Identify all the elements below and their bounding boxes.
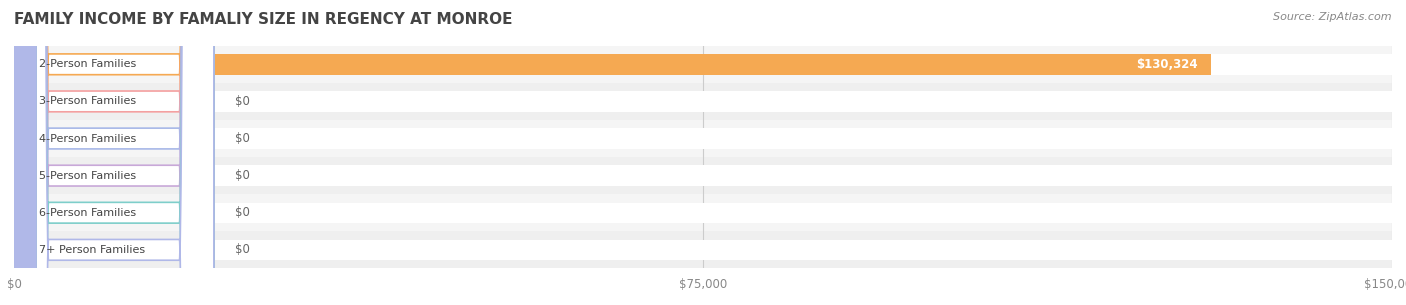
- FancyBboxPatch shape: [14, 0, 214, 305]
- Text: 4-Person Families: 4-Person Families: [39, 134, 136, 144]
- Bar: [14, 91, 1392, 112]
- Circle shape: [14, 0, 37, 305]
- Circle shape: [14, 0, 37, 305]
- Text: 7+ Person Families: 7+ Person Families: [39, 245, 145, 255]
- FancyBboxPatch shape: [14, 0, 214, 305]
- Circle shape: [14, 0, 37, 305]
- Bar: [14, 157, 1392, 194]
- FancyBboxPatch shape: [14, 0, 214, 305]
- Text: $0: $0: [235, 243, 249, 256]
- Bar: [14, 165, 1392, 186]
- Bar: [14, 54, 1392, 74]
- Bar: [14, 240, 1392, 260]
- Text: $0: $0: [235, 132, 249, 145]
- Circle shape: [14, 0, 37, 305]
- Text: Source: ZipAtlas.com: Source: ZipAtlas.com: [1274, 12, 1392, 22]
- Text: 6-Person Families: 6-Person Families: [39, 208, 136, 218]
- Bar: [14, 203, 1392, 223]
- Circle shape: [14, 0, 37, 305]
- Bar: [14, 54, 1211, 74]
- Text: $0: $0: [235, 206, 249, 219]
- Circle shape: [14, 0, 37, 305]
- FancyBboxPatch shape: [14, 0, 214, 305]
- FancyBboxPatch shape: [14, 0, 214, 305]
- Bar: [14, 194, 1392, 231]
- Bar: [14, 128, 1392, 149]
- Text: FAMILY INCOME BY FAMALIY SIZE IN REGENCY AT MONROE: FAMILY INCOME BY FAMALIY SIZE IN REGENCY…: [14, 12, 513, 27]
- Bar: [14, 231, 1392, 268]
- Bar: [14, 83, 1392, 120]
- Text: 5-Person Families: 5-Person Families: [39, 170, 136, 181]
- FancyBboxPatch shape: [14, 0, 214, 305]
- Text: 2-Person Families: 2-Person Families: [39, 59, 136, 69]
- Bar: [14, 46, 1392, 83]
- Text: $130,324: $130,324: [1136, 58, 1198, 71]
- Bar: [14, 120, 1392, 157]
- Text: 3-Person Families: 3-Person Families: [39, 96, 136, 106]
- Text: $0: $0: [235, 95, 249, 108]
- Text: $0: $0: [235, 169, 249, 182]
